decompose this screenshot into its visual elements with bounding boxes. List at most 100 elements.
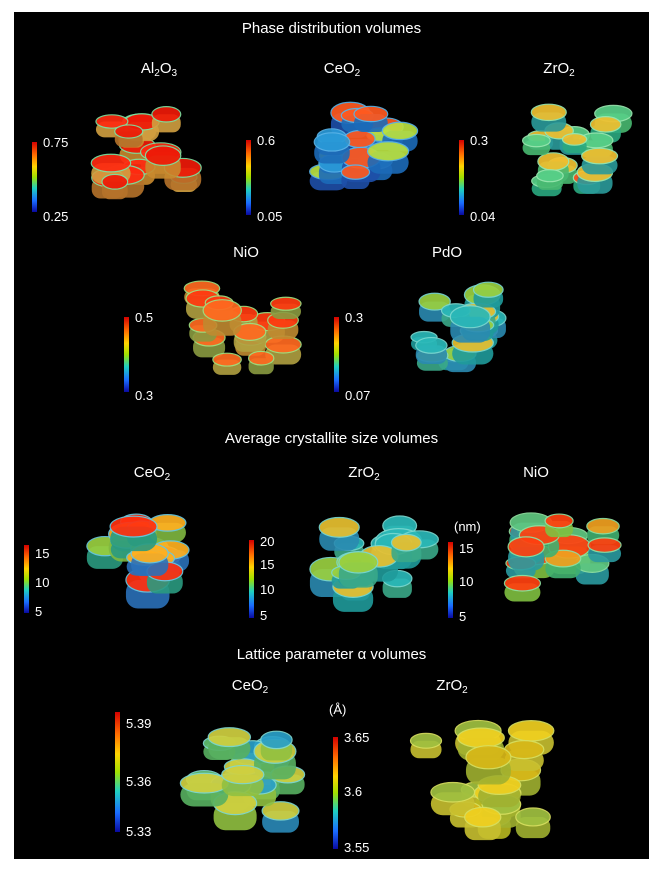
- pellet: [521, 133, 551, 156]
- pellet: [212, 791, 258, 831]
- pellet: [515, 807, 551, 839]
- unit-nm: (nm): [454, 519, 481, 534]
- pellet: [353, 105, 389, 133]
- volume-render: [309, 515, 439, 612]
- tick-zro2-lattice-1: 3.6: [344, 784, 363, 799]
- pellet: [270, 296, 302, 320]
- pellet: [114, 124, 144, 148]
- pellet: [530, 103, 567, 132]
- pellet: [366, 141, 410, 174]
- tick-zro2-phase-max: 0.3: [470, 133, 489, 148]
- colorbar-nio-cryst: [448, 542, 453, 618]
- pellet: [449, 305, 491, 343]
- label-nio-phase: NiO: [233, 244, 259, 261]
- volume-al2o3: [79, 87, 219, 207]
- crystallite-section-title: Average crystallite size volumes: [224, 430, 439, 447]
- label-zro2-lattice: ZrO2: [436, 677, 468, 696]
- unit-angstrom: (Å): [329, 702, 347, 717]
- pellet: [221, 764, 265, 797]
- pellet: [109, 515, 158, 552]
- tick-zro2-cryst-3: 5: [260, 608, 268, 623]
- volume-render: [90, 106, 202, 200]
- label-ceo2-cryst: CeO2: [133, 464, 171, 483]
- tick-nio-cryst-1: 10: [459, 574, 474, 589]
- volume-render: [521, 103, 633, 197]
- pellet: [260, 730, 293, 761]
- label-ceo2-lattice: CeO2: [231, 677, 269, 696]
- colorbar-nio-phase: [124, 317, 129, 392]
- volume-render: [183, 280, 302, 375]
- pellet: [561, 132, 588, 154]
- tick-pdo-phase-min: 0.07: [345, 388, 371, 403]
- tick-ceo2-lattice-0: 5.39: [126, 716, 152, 731]
- phase-section-title: Phase distribution volumes: [241, 20, 422, 37]
- figure-panel: Phase distribution volumes Al2O3 0.75 0.…: [14, 12, 649, 859]
- tick-zro2-phase-min: 0.04: [470, 209, 496, 224]
- volume-zro2-phase: [509, 90, 639, 208]
- colorbar-ceo2-phase: [246, 140, 251, 215]
- volume-render: [503, 512, 622, 602]
- volume-pdo-phase: [379, 267, 519, 387]
- volume-zro2-cryst: [289, 490, 449, 615]
- lattice-section-title: Lattice parameter α volumes: [236, 646, 427, 663]
- pellet: [212, 352, 242, 375]
- pellet: [503, 574, 542, 602]
- volume-nio-phase: [174, 267, 314, 385]
- tick-nio-cryst-0: 15: [459, 541, 474, 556]
- pellet: [464, 806, 502, 841]
- tick-nio-phase-min: 0.3: [135, 388, 154, 403]
- pellet: [390, 533, 422, 563]
- label-nio-cryst: NiO: [523, 464, 549, 481]
- tick-ceo2-cryst-0: 15: [35, 546, 50, 561]
- pellet: [587, 537, 622, 563]
- pellet: [202, 299, 242, 336]
- pellet: [409, 732, 443, 759]
- colorbar-zro2-phase: [459, 140, 464, 215]
- tick-nio-cryst-2: 5: [459, 609, 467, 624]
- volume-zro2-lattice: [394, 702, 564, 847]
- tick-al2o3-max: 0.75: [43, 135, 69, 150]
- colorbar-zro2-cryst: [249, 540, 254, 618]
- pellet: [581, 147, 619, 175]
- tick-ceo2-cryst-2: 5: [35, 604, 43, 619]
- pellet: [318, 516, 360, 551]
- colorbar-al2o3: [32, 142, 37, 212]
- tick-zro2-cryst-2: 10: [260, 582, 275, 597]
- pellet: [207, 727, 252, 760]
- volume-render: [179, 727, 306, 833]
- tick-ceo2-lattice-1: 5.36: [126, 774, 152, 789]
- tick-al2o3-min: 0.25: [43, 209, 69, 224]
- label-zro2-phase: ZrO2: [543, 60, 575, 79]
- volume-ceo2-phase: [292, 90, 432, 208]
- pellet: [507, 536, 545, 571]
- pellet: [430, 781, 476, 816]
- volume-ceo2-lattice: [164, 702, 324, 842]
- pellet: [338, 551, 379, 588]
- volume-render: [410, 281, 507, 373]
- tick-zro2-lattice-0: 3.65: [344, 730, 370, 745]
- tick-zro2-lattice-2: 3.55: [344, 840, 370, 855]
- pellet: [179, 772, 229, 807]
- volume-nio-cryst: [492, 492, 637, 610]
- label-zro2-cryst: ZrO2: [348, 464, 380, 483]
- pellet: [144, 145, 182, 179]
- pellet: [415, 336, 448, 364]
- pellet: [340, 164, 371, 190]
- colorbar-pdo-phase: [334, 317, 339, 392]
- volume-ceo2-cryst: [69, 492, 229, 609]
- pellet: [151, 106, 182, 133]
- label-ceo2-phase: CeO2: [323, 60, 361, 79]
- pellet: [465, 745, 512, 785]
- pellet: [261, 801, 300, 833]
- tick-pdo-phase-max: 0.3: [345, 310, 364, 325]
- colorbar-zro2-lattice: [333, 737, 338, 849]
- colorbar-ceo2-lattice: [115, 712, 120, 832]
- tick-ceo2-phase-max: 0.6: [257, 133, 276, 148]
- label-pdo-phase: PdO: [431, 244, 462, 261]
- colorbar-ceo2-cryst: [24, 545, 29, 613]
- label-al2o3: Al2O3: [140, 60, 178, 79]
- tick-nio-phase-max: 0.5: [135, 310, 154, 325]
- tick-ceo2-cryst-1: 10: [35, 575, 50, 590]
- tick-zro2-cryst-1: 15: [260, 557, 275, 572]
